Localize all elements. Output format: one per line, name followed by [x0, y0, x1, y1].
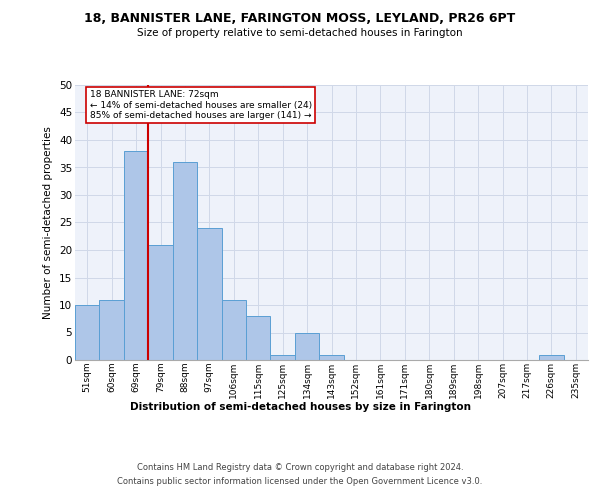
- Bar: [246, 316, 271, 360]
- Bar: [539, 354, 563, 360]
- Text: Contains HM Land Registry data © Crown copyright and database right 2024.: Contains HM Land Registry data © Crown c…: [137, 462, 463, 471]
- Y-axis label: Number of semi-detached properties: Number of semi-detached properties: [43, 126, 53, 319]
- Bar: [124, 151, 148, 360]
- Bar: [319, 354, 344, 360]
- Text: Size of property relative to semi-detached houses in Farington: Size of property relative to semi-detach…: [137, 28, 463, 38]
- Bar: [100, 300, 124, 360]
- Bar: [295, 332, 319, 360]
- Bar: [75, 305, 100, 360]
- Bar: [148, 244, 173, 360]
- Bar: [197, 228, 221, 360]
- Text: 18, BANNISTER LANE, FARINGTON MOSS, LEYLAND, PR26 6PT: 18, BANNISTER LANE, FARINGTON MOSS, LEYL…: [85, 12, 515, 26]
- Text: Distribution of semi-detached houses by size in Farington: Distribution of semi-detached houses by …: [130, 402, 470, 412]
- Bar: [221, 300, 246, 360]
- Text: Contains public sector information licensed under the Open Government Licence v3: Contains public sector information licen…: [118, 478, 482, 486]
- Bar: [173, 162, 197, 360]
- Text: 18 BANNISTER LANE: 72sqm
← 14% of semi-detached houses are smaller (24)
85% of s: 18 BANNISTER LANE: 72sqm ← 14% of semi-d…: [89, 90, 312, 120]
- Bar: [271, 354, 295, 360]
